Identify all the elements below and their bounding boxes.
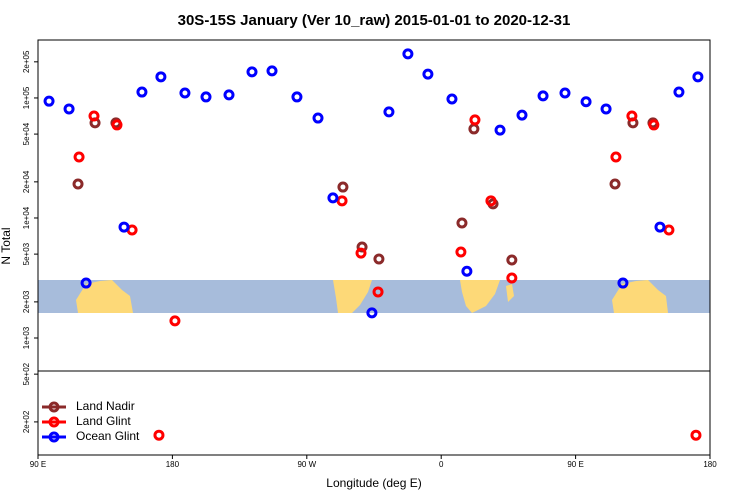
point (73, 151, 85, 163)
point (648, 119, 660, 131)
point (455, 246, 467, 258)
point (43, 95, 55, 107)
point (136, 86, 148, 98)
point (626, 110, 638, 122)
point (468, 123, 480, 135)
point (673, 86, 685, 98)
point (155, 71, 167, 83)
point (179, 87, 191, 99)
x-tick-label: 90 E (30, 460, 46, 469)
point (456, 217, 468, 229)
point (692, 71, 704, 83)
point (654, 221, 666, 233)
point (617, 277, 629, 289)
plot-frame (37, 39, 711, 456)
legend-marker (48, 416, 60, 428)
point (446, 93, 458, 105)
y-tick-label: 2e+05 (22, 50, 31, 73)
legend-label: Ocean Glint (76, 429, 140, 443)
point (559, 87, 571, 99)
x-tick-label: 0 (439, 460, 444, 469)
x-tick-label: 90 E (567, 460, 583, 469)
point (337, 181, 349, 193)
point (383, 106, 395, 118)
point (610, 151, 622, 163)
point (690, 429, 702, 441)
point (366, 307, 378, 319)
point (663, 224, 675, 236)
point (118, 221, 130, 233)
point (72, 178, 84, 190)
point (355, 247, 367, 259)
legend-label: Land Glint (76, 414, 131, 428)
point (373, 253, 385, 265)
point (327, 192, 339, 204)
point (609, 178, 621, 190)
point (372, 286, 384, 298)
y-axis-label: N Total (0, 227, 13, 264)
point (422, 68, 434, 80)
point (600, 103, 612, 115)
y-tick-label: 5e+02 (22, 362, 31, 385)
point (291, 91, 303, 103)
point (169, 315, 181, 327)
point (356, 241, 368, 253)
x-tick-label: 180 (166, 460, 180, 469)
point (223, 89, 235, 101)
y-tick-label: 1e+03 (22, 326, 31, 349)
chart-title: 30S-15S January (Ver 10_raw) 2015-01-01 … (178, 12, 571, 29)
point (153, 429, 165, 441)
y-tick-label: 2e+02 (22, 410, 31, 433)
point (200, 91, 212, 103)
point (485, 195, 497, 207)
map-strip (38, 280, 710, 313)
point (494, 124, 506, 136)
y-tick-label: 5e+04 (22, 122, 31, 145)
y-tick-label: 1e+05 (22, 86, 31, 109)
y-tick-label: 1e+04 (22, 206, 31, 229)
point (312, 112, 324, 124)
point (80, 277, 92, 289)
point (516, 109, 528, 121)
point (506, 272, 518, 284)
point (402, 48, 414, 60)
point (461, 265, 473, 277)
point (336, 195, 348, 207)
point (88, 110, 100, 122)
point (469, 114, 481, 126)
legend-marker (48, 431, 60, 443)
legend-label: Land Nadir (76, 399, 135, 413)
y-tick-label: 2e+04 (22, 170, 31, 193)
point (537, 90, 549, 102)
point (246, 66, 258, 78)
y-tick-label: 2e+03 (22, 290, 31, 313)
point (111, 119, 123, 131)
y-tick-label: 5e+03 (22, 242, 31, 265)
x-tick-label: 90 W (297, 460, 316, 469)
point (63, 103, 75, 115)
point (580, 96, 592, 108)
point (266, 65, 278, 77)
point (506, 254, 518, 266)
legend-marker (48, 401, 60, 413)
x-tick-label: 180 (703, 460, 717, 469)
x-axis-label: Longitude (deg E) (326, 476, 421, 490)
